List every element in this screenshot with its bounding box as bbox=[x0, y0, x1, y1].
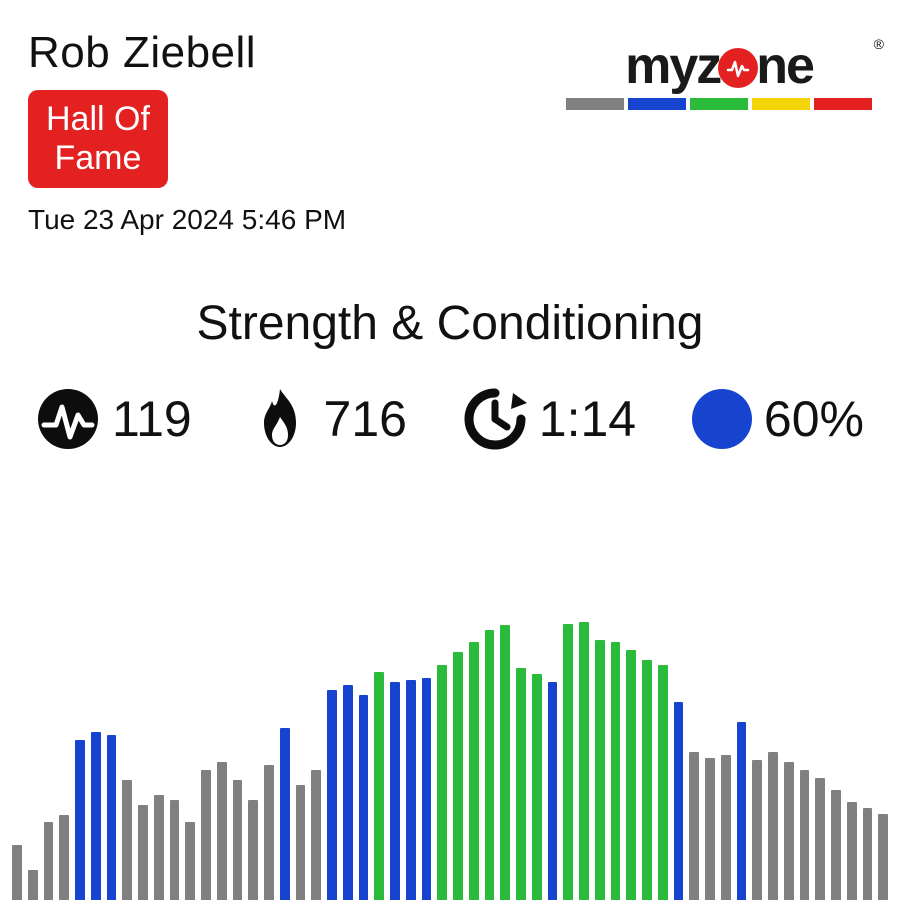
chart-bar bbox=[516, 668, 526, 900]
chart-bar bbox=[721, 755, 731, 900]
chart-bar bbox=[768, 752, 778, 900]
workout-title: Strength & Conditioning bbox=[28, 296, 872, 351]
chart-bar bbox=[296, 785, 306, 900]
chart-bar bbox=[217, 762, 227, 900]
chart-bar bbox=[626, 650, 636, 900]
chart-bar bbox=[264, 765, 274, 900]
zone-percent-value: 60% bbox=[764, 390, 864, 448]
flame-icon bbox=[248, 387, 312, 451]
chart-bar bbox=[532, 674, 542, 900]
stat-zone: 60% bbox=[692, 389, 864, 449]
chart-bar bbox=[595, 640, 605, 900]
chart-bar bbox=[233, 780, 243, 900]
workout-summary-card: Rob Ziebell Hall Of Fame Tue 23 Apr 2024… bbox=[0, 0, 900, 900]
header-row: Rob Ziebell Hall Of Fame Tue 23 Apr 2024… bbox=[28, 28, 872, 236]
header-left: Rob Ziebell Hall Of Fame Tue 23 Apr 2024… bbox=[28, 28, 346, 236]
chart-bar bbox=[138, 805, 148, 900]
workout-datetime: Tue 23 Apr 2024 5:46 PM bbox=[28, 204, 346, 236]
chart-bar bbox=[784, 762, 794, 900]
user-name: Rob Ziebell bbox=[28, 28, 346, 78]
chart-bar bbox=[611, 642, 621, 900]
logo-bar bbox=[566, 98, 624, 110]
chart-bar bbox=[642, 660, 652, 900]
chart-bar bbox=[800, 770, 810, 900]
logo-bar bbox=[814, 98, 872, 110]
chart-bar bbox=[674, 702, 684, 900]
chart-bar bbox=[437, 665, 447, 900]
registered-mark: ® bbox=[874, 36, 884, 52]
chart-bar bbox=[548, 682, 558, 900]
logo-bar bbox=[752, 98, 810, 110]
chart-bar bbox=[752, 760, 762, 900]
meps-icon bbox=[36, 387, 100, 451]
chart-bar bbox=[311, 770, 321, 900]
rank-badge-line1: Hall Of bbox=[46, 100, 150, 139]
chart-bar bbox=[847, 802, 857, 900]
zone-dot-icon bbox=[692, 389, 752, 449]
logo-bar bbox=[690, 98, 748, 110]
chart-bar bbox=[154, 795, 164, 900]
chart-bar bbox=[831, 790, 841, 900]
rank-badge: Hall Of Fame bbox=[28, 90, 168, 188]
chart-bar bbox=[28, 870, 38, 900]
logo-wordmark: myz ne ® bbox=[625, 36, 813, 96]
logo-text-pre: myz bbox=[625, 36, 720, 96]
chart-bar bbox=[563, 624, 573, 900]
chart-bar bbox=[12, 845, 22, 900]
chart-bar bbox=[327, 690, 337, 900]
chart-bar bbox=[453, 652, 463, 900]
chart-bar bbox=[359, 695, 369, 900]
chart-bar bbox=[422, 678, 432, 900]
chart-bar bbox=[705, 758, 715, 900]
chart-bar bbox=[374, 672, 384, 900]
myzone-logo: myz ne ® bbox=[566, 36, 872, 110]
stat-duration: 1:14 bbox=[463, 387, 636, 451]
logo-o-icon bbox=[718, 48, 758, 88]
effort-bar-chart bbox=[0, 570, 900, 900]
chart-bar bbox=[91, 732, 101, 900]
chart-bar bbox=[343, 685, 353, 900]
calories-value: 716 bbox=[324, 390, 407, 448]
chart-bar bbox=[485, 630, 495, 900]
chart-bar bbox=[579, 622, 589, 900]
chart-bar bbox=[390, 682, 400, 900]
chart-bar bbox=[44, 822, 54, 900]
chart-bar bbox=[815, 778, 825, 900]
chart-bar bbox=[170, 800, 180, 900]
chart-bar bbox=[280, 728, 290, 900]
chart-bar bbox=[500, 625, 510, 900]
clock-icon bbox=[463, 387, 527, 451]
chart-bar bbox=[863, 808, 873, 900]
chart-bar bbox=[185, 822, 195, 900]
chart-bar bbox=[59, 815, 69, 900]
chart-bar bbox=[737, 722, 747, 900]
chart-bar bbox=[406, 680, 416, 900]
duration-value: 1:14 bbox=[539, 390, 636, 448]
stat-meps: 119 bbox=[36, 387, 192, 451]
logo-text-post: ne bbox=[756, 36, 813, 96]
stats-row: 119 716 1:14 bbox=[28, 387, 872, 451]
chart-bar bbox=[248, 800, 258, 900]
logo-bar bbox=[628, 98, 686, 110]
chart-bar bbox=[107, 735, 117, 900]
chart-bar bbox=[469, 642, 479, 900]
chart-bar bbox=[658, 665, 668, 900]
chart-bar bbox=[878, 814, 888, 900]
chart-bar bbox=[122, 780, 132, 900]
chart-bar bbox=[689, 752, 699, 900]
logo-color-bars bbox=[566, 98, 872, 110]
chart-bar bbox=[201, 770, 211, 900]
chart-bar bbox=[75, 740, 85, 900]
stat-calories: 716 bbox=[248, 387, 407, 451]
meps-value: 119 bbox=[112, 390, 192, 448]
rank-badge-line2: Fame bbox=[46, 139, 150, 178]
